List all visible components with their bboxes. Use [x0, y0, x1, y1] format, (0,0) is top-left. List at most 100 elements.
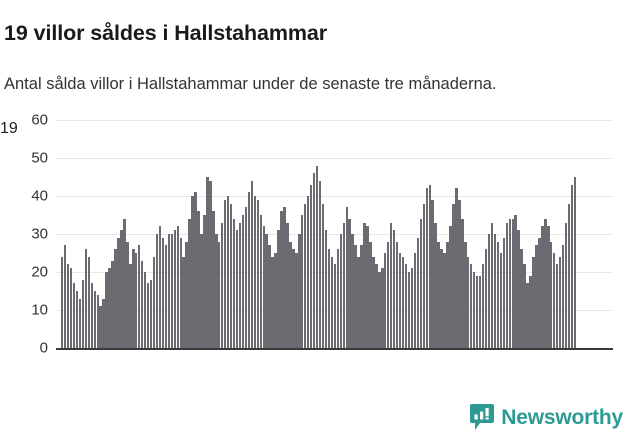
bar[interactable] [481, 264, 485, 348]
bar[interactable] [182, 256, 185, 348]
bar[interactable] [309, 184, 313, 348]
bar[interactable] [87, 256, 91, 348]
bar[interactable] [271, 256, 274, 348]
bar[interactable] [372, 256, 375, 348]
bar[interactable] [381, 268, 384, 348]
bar[interactable] [250, 180, 254, 348]
bar[interactable] [226, 196, 230, 348]
bar[interactable] [416, 237, 420, 348]
bar[interactable] [161, 237, 165, 348]
bar[interactable] [298, 234, 301, 348]
bar[interactable] [345, 207, 348, 348]
bar[interactable] [102, 298, 105, 348]
bar[interactable] [487, 234, 491, 348]
newsworthy-logo[interactable]: Newsworthy [470, 404, 623, 431]
bar[interactable] [336, 249, 340, 348]
bar[interactable] [66, 264, 70, 348]
bar[interactable] [431, 199, 434, 348]
bar[interactable] [455, 188, 458, 348]
bar[interactable] [369, 241, 372, 348]
bar[interactable] [446, 241, 449, 348]
bar[interactable] [304, 203, 307, 348]
bar[interactable] [419, 218, 423, 348]
bar[interactable] [232, 218, 236, 348]
bar[interactable] [188, 218, 191, 348]
bar[interactable] [478, 275, 482, 348]
bar[interactable] [437, 241, 440, 348]
bar[interactable] [366, 226, 369, 348]
bar[interactable] [126, 241, 129, 348]
bar[interactable] [339, 234, 343, 348]
bar[interactable] [259, 215, 262, 348]
bar[interactable] [553, 253, 556, 348]
bar[interactable] [96, 294, 99, 348]
bar[interactable] [342, 222, 345, 348]
bar[interactable] [84, 249, 88, 348]
bar[interactable] [244, 207, 248, 348]
bar[interactable] [514, 215, 517, 348]
bar[interactable] [286, 222, 289, 348]
bar[interactable] [256, 199, 260, 348]
bar[interactable] [387, 241, 390, 348]
bar[interactable] [90, 283, 94, 348]
bar[interactable] [152, 256, 156, 348]
bar[interactable] [132, 249, 135, 348]
bar[interactable] [440, 249, 443, 348]
bar[interactable] [129, 264, 132, 348]
bar[interactable] [108, 268, 111, 348]
bar[interactable] [212, 211, 215, 348]
bar[interactable] [93, 291, 96, 348]
bar[interactable] [63, 245, 67, 348]
bar[interactable] [558, 256, 562, 348]
bar[interactable] [69, 268, 73, 348]
bar[interactable] [422, 203, 426, 348]
bar[interactable] [570, 184, 574, 348]
bar[interactable] [185, 241, 188, 348]
bar[interactable] [401, 256, 405, 348]
bar[interactable] [493, 234, 497, 348]
bar[interactable] [170, 234, 174, 348]
bar[interactable] [75, 291, 79, 348]
bar[interactable] [265, 234, 268, 348]
bar[interactable] [428, 184, 431, 348]
bar[interactable] [541, 226, 544, 348]
bar[interactable] [221, 222, 224, 348]
bar[interactable] [78, 298, 82, 348]
bar[interactable] [363, 222, 366, 348]
bar[interactable] [330, 256, 334, 348]
bar[interactable] [464, 241, 467, 348]
bar[interactable] [529, 275, 532, 348]
bar[interactable] [280, 211, 283, 348]
bar[interactable] [262, 226, 265, 348]
bar[interactable] [60, 256, 64, 348]
bar[interactable] [384, 253, 387, 348]
bar[interactable] [378, 272, 381, 348]
bar[interactable] [194, 192, 197, 348]
bar[interactable] [443, 253, 446, 348]
bar[interactable] [306, 196, 310, 348]
bar[interactable] [538, 237, 541, 348]
bar[interactable] [215, 234, 218, 348]
bar[interactable] [561, 245, 565, 348]
bar[interactable] [253, 196, 257, 348]
bar[interactable] [268, 245, 271, 348]
bar[interactable] [277, 230, 280, 348]
bar[interactable] [179, 237, 182, 348]
bar[interactable] [149, 279, 153, 348]
bar[interactable] [301, 215, 304, 348]
bar[interactable] [351, 234, 354, 348]
bar[interactable] [289, 241, 292, 348]
bar[interactable] [203, 215, 206, 348]
bar[interactable] [143, 272, 147, 348]
bar[interactable] [173, 230, 177, 348]
bar[interactable] [410, 268, 414, 348]
bar[interactable] [241, 215, 245, 348]
bar[interactable] [274, 253, 277, 348]
bar[interactable] [238, 222, 242, 348]
bar[interactable] [72, 283, 76, 348]
bar[interactable] [146, 283, 150, 348]
bar[interactable] [523, 264, 526, 348]
bar[interactable] [318, 180, 322, 348]
bar[interactable] [209, 180, 212, 348]
bar[interactable] [532, 256, 535, 348]
